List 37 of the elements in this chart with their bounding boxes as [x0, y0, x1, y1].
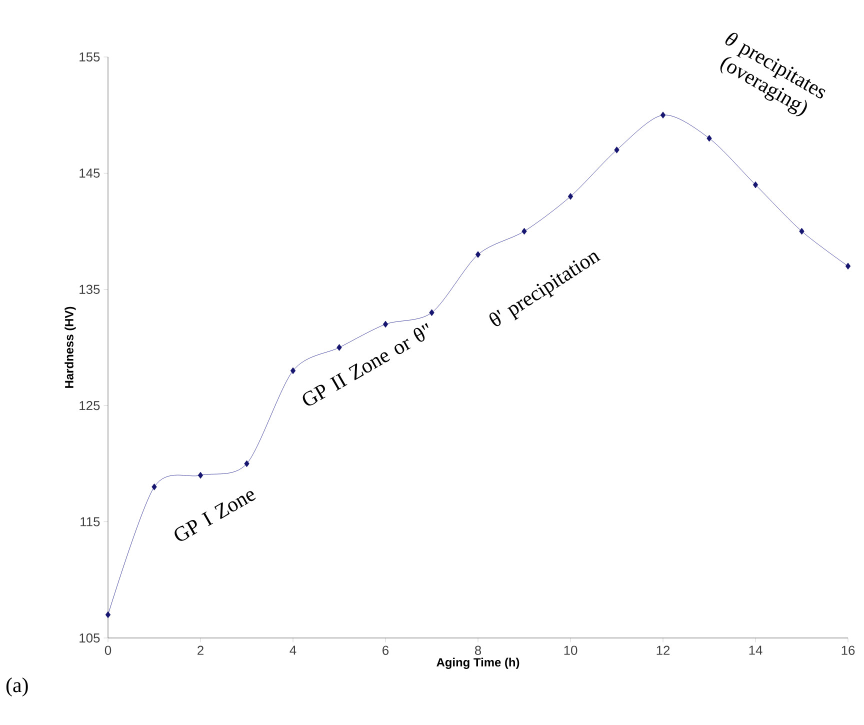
- point: [290, 367, 296, 374]
- point: [152, 484, 157, 490]
- y-tick-label: 145: [80, 168, 100, 178]
- point: [522, 228, 527, 235]
- point: [475, 251, 481, 258]
- point: [568, 193, 574, 200]
- point: [799, 228, 804, 235]
- y-axis-title: Hardness (HV): [64, 306, 76, 388]
- point: [105, 611, 111, 618]
- x-tick-label: 0: [104, 646, 112, 655]
- point: [660, 112, 666, 118]
- point: [382, 320, 388, 328]
- point: [336, 344, 342, 351]
- point: [752, 181, 758, 188]
- x-tick-label: 6: [382, 646, 389, 655]
- text: (a): [6, 678, 28, 696]
- y-tick-label: 155: [80, 52, 100, 62]
- y-tick-label: 115: [80, 517, 100, 526]
- point: [614, 146, 620, 154]
- x-tick-label: 12: [656, 646, 670, 655]
- y-tick-label: 135: [80, 284, 100, 294]
- x-tick-label: 16: [842, 646, 855, 655]
- point: [706, 134, 712, 142]
- point: [198, 472, 204, 479]
- y-tick-label: 125: [80, 400, 100, 410]
- x-tick-label: 10: [564, 646, 578, 655]
- annotation: GP II Zone or θ": [302, 323, 428, 406]
- point: [845, 262, 851, 270]
- point: [244, 460, 250, 468]
- x-tick-label: 14: [749, 646, 762, 655]
- x-tick-label: 4: [290, 646, 296, 655]
- annotation: GP I Zone: [174, 491, 256, 541]
- point: [429, 309, 434, 316]
- x-tick-label: 8: [474, 646, 482, 655]
- x-axis-title: Aging Time (h): [436, 658, 520, 669]
- x-tick-label: 2: [198, 646, 204, 655]
- y-tick-label: 105: [80, 633, 100, 643]
